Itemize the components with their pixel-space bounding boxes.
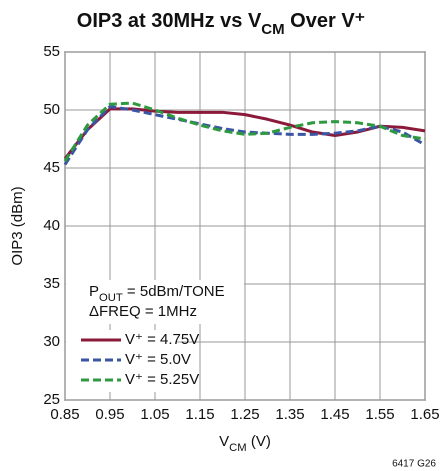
x-tick-label: 1.15 <box>185 406 214 423</box>
y-tick-label: 35 <box>43 275 60 292</box>
y-tick-label: 25 <box>43 391 60 408</box>
footnote: 6417 G26 <box>392 459 436 470</box>
y-tick-label: 45 <box>43 159 60 176</box>
y-tick-label: 50 <box>43 101 60 118</box>
x-tick-label: 1.05 <box>140 406 169 423</box>
x-tick-label: 0.95 <box>95 406 124 423</box>
annotation-part: = 5dBm/TONE <box>123 283 225 300</box>
legend-label: V⁺ = 4.75V <box>125 331 199 348</box>
x-axis-label-part: V <box>219 433 229 450</box>
chart-title-part: OIP3 at 30MHz vs V <box>77 10 262 32</box>
x-tick-label: 1.45 <box>320 406 349 423</box>
annotation: ΔFREQ = 1MHz <box>89 303 197 320</box>
chart-title: OIP3 at 30MHz vs VCM Over V⁺ <box>77 10 365 38</box>
chart-title-part: Over V⁺ <box>285 10 366 32</box>
legend-label: V⁺ = 5.25V <box>125 371 199 388</box>
annotation-part: P <box>89 283 99 300</box>
series-line <box>63 105 426 166</box>
annotation-bg <box>66 280 244 324</box>
series-line <box>63 101 426 162</box>
annotation-part: ΔFREQ = 1MHz <box>89 303 197 320</box>
chart-title-part: CM <box>261 21 284 38</box>
legend-label: V⁺ = 5.0V <box>125 351 191 368</box>
y-tick-label: 30 <box>43 333 60 350</box>
annotation: POUT = 5dBm/TONE <box>89 283 225 304</box>
x-tick-label: 0.85 <box>50 406 79 423</box>
annotation-part: OUT <box>99 292 123 304</box>
y-tick-label: 40 <box>43 217 60 234</box>
x-axis-label-part: (V) <box>247 433 271 450</box>
x-axis-label: VCM (V) <box>219 433 271 454</box>
x-tick-label: 1.35 <box>275 406 304 423</box>
y-tick-label: 55 <box>43 43 60 60</box>
x-tick-label: 1.65 <box>410 406 439 423</box>
x-tick-label: 1.55 <box>365 406 394 423</box>
x-tick-label: 1.25 <box>230 406 259 423</box>
x-axis-label-part: CM <box>229 442 247 454</box>
y-axis-label: OIP3 (dBm) <box>9 186 26 265</box>
